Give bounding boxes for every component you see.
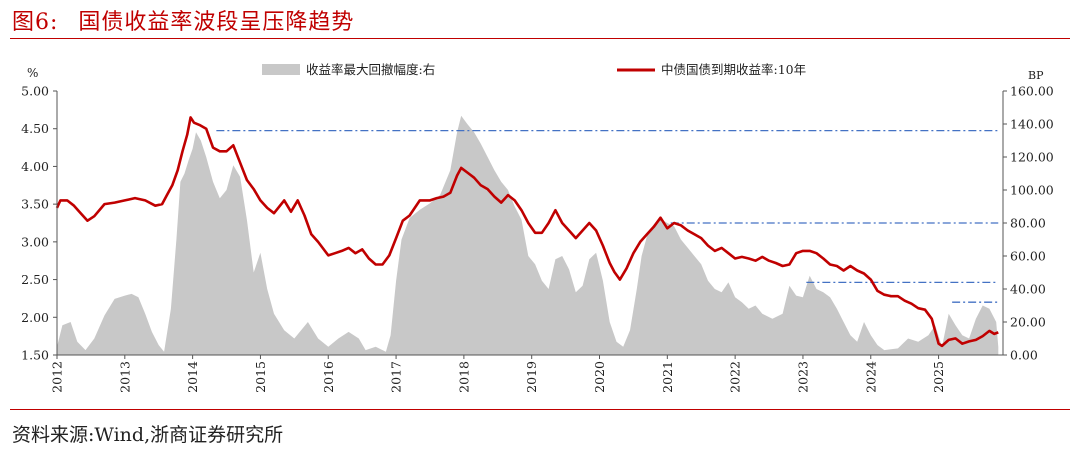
right-tick-label: 20.00 bbox=[1010, 315, 1046, 330]
figure-title-text: 国债收益率波段呈压降趋势 bbox=[78, 10, 355, 35]
title-divider bbox=[10, 38, 1070, 39]
x-tick-label: 2016 bbox=[321, 361, 336, 393]
x-tick-label: 2024 bbox=[863, 361, 878, 393]
x-tick-label: 2022 bbox=[728, 361, 743, 393]
series-area-max-drawdown bbox=[57, 115, 999, 355]
x-tick-label: 2015 bbox=[253, 361, 268, 393]
right-tick-label: 120.00 bbox=[1010, 150, 1054, 165]
line-series-group bbox=[55, 116, 999, 348]
legend-area-swatch bbox=[262, 64, 300, 75]
x-tick-label: 2014 bbox=[185, 361, 200, 393]
x-tick-label: 2018 bbox=[456, 361, 471, 393]
x-tick-label: 2012 bbox=[50, 361, 65, 393]
right-tick-label: 140.00 bbox=[1010, 117, 1054, 132]
source-divider bbox=[10, 409, 1070, 410]
right-tick-label: 40.00 bbox=[1010, 282, 1046, 297]
legend-line-label: 中债国债到期收益率:10年 bbox=[661, 62, 806, 77]
left-tick-label: 1.50 bbox=[21, 348, 49, 363]
x-tick-label: 2023 bbox=[795, 361, 810, 393]
x-tick-label: 2021 bbox=[660, 361, 675, 393]
x-tick-label: 2025 bbox=[931, 361, 946, 393]
right-tick-label: 60.00 bbox=[1010, 249, 1046, 264]
x-tick-label: 2013 bbox=[117, 361, 132, 393]
right-tick-label: 160.00 bbox=[1010, 84, 1054, 99]
figure-title: 图6: 国债收益率波段呈压降趋势 bbox=[12, 4, 354, 36]
legend-area-label: 收益率最大回撤幅度:右 bbox=[306, 62, 435, 77]
x-tick-label: 2019 bbox=[524, 361, 539, 393]
right-tick-label: 80.00 bbox=[1010, 216, 1046, 231]
x-tick-label: 2017 bbox=[389, 361, 404, 393]
legend: 收益率最大回撤幅度:右 中债国债到期收益率:10年 bbox=[262, 62, 806, 77]
left-axis-unit: % bbox=[27, 66, 38, 80]
left-tick-label: 3.50 bbox=[21, 197, 49, 212]
right-axis-unit: BP bbox=[1028, 69, 1044, 82]
right-tick-label: 100.00 bbox=[1010, 183, 1054, 198]
left-tick-label: 4.00 bbox=[21, 159, 49, 174]
left-tick-label: 5.00 bbox=[21, 84, 49, 99]
series-line-10y-yield bbox=[55, 116, 999, 348]
source-note: 资料来源:Wind,浙商证券研究所 bbox=[12, 424, 284, 446]
left-tick-label: 2.50 bbox=[21, 272, 49, 287]
left-tick-label: 2.00 bbox=[21, 310, 49, 325]
reference-lines-group bbox=[216, 129, 999, 303]
figure-label: 图6: bbox=[12, 10, 59, 35]
area-series-group bbox=[57, 115, 999, 355]
x-tick-label: 2020 bbox=[592, 361, 607, 393]
left-tick-label: 4.50 bbox=[21, 121, 49, 136]
axes-group: 1.50 2.00 2.50 3.00 3.50 4.00 4.50 5.00 0.00 20.0… bbox=[21, 66, 1054, 393]
right-tick-label: 0.00 bbox=[1010, 348, 1038, 363]
left-tick-label: 3.00 bbox=[21, 234, 49, 249]
